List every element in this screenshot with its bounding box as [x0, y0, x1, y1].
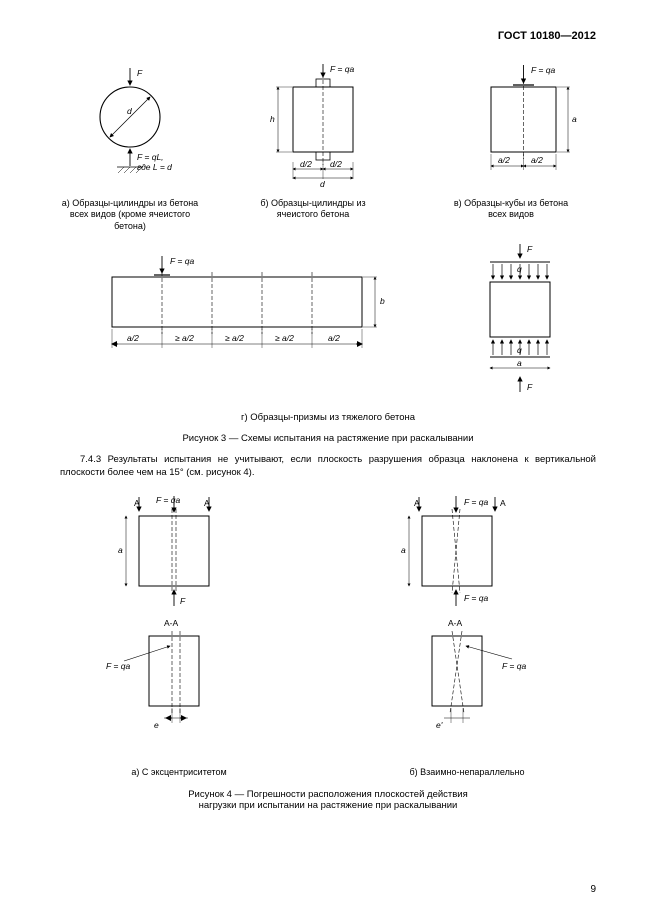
fig4-right: А А F = qa a F = qa А-А [372, 491, 562, 778]
svg-text:a: a [401, 545, 406, 555]
svg-text:F = qa: F = qa [502, 661, 526, 671]
svg-text:А-А: А-А [164, 618, 179, 628]
fig-b-d2a: d/2 [300, 159, 312, 169]
svg-text:a/2: a/2 [127, 333, 139, 343]
fig-a-svg: d F F = qL, где L = d [65, 62, 195, 192]
fig-c-svg: F = qa a a/2 a/2 [446, 62, 596, 192]
fig-a-d: d [127, 106, 132, 116]
svg-text:≥ a/2: ≥ a/2 [225, 333, 244, 343]
svg-text:F = qa: F = qa [156, 495, 180, 505]
row-2: F = qa b a/2 ≥ a/2 ≥ a/2 ≥ a/2 a/2 [60, 242, 596, 402]
fig-b-caption: б) Образцы-цилиндры из ячеистого бетона [248, 198, 378, 221]
fig-b-h: h [270, 114, 275, 124]
fig-d-b: b [380, 296, 385, 306]
svg-text:А: А [500, 498, 506, 508]
svg-text:a: a [118, 545, 123, 555]
svg-text:F: F [527, 244, 533, 254]
svg-text:F: F [180, 596, 186, 606]
row-1: d F F = qL, где L = d а) Образцы-цилиндр… [60, 62, 596, 232]
svg-text:F = qa: F = qa [464, 593, 488, 603]
svg-text:≥ a/2: ≥ a/2 [275, 333, 294, 343]
fig-b-svg: F = qa h d/2 d/2 d [248, 62, 398, 192]
fig4-left-caption: а) С эксцентриситетом [94, 767, 264, 778]
doc-header: ГОСТ 10180—2012 [60, 30, 596, 42]
fig-a: d F F = qL, где L = d а) Образцы-цилиндр… [60, 62, 200, 232]
fig-d-prism: F = qa b a/2 ≥ a/2 ≥ a/2 ≥ a/2 a/2 [82, 242, 402, 372]
fig-c-caption: в) Образцы-кубы из бетона всех видов [446, 198, 576, 221]
svg-text:F: F [527, 382, 533, 392]
svg-text:F = qa: F = qa [464, 497, 488, 507]
fig4-caption: Рисунок 4 — Погрешности расположения пло… [60, 789, 596, 811]
fig-b-ft: F = qa [330, 64, 354, 74]
svg-text:a/2: a/2 [328, 333, 340, 343]
fig4-left-svg: А А F = qa a F А-А [94, 491, 264, 761]
fig-d-caption: г) Образцы-призмы из тяжелого бетона [60, 412, 596, 423]
svg-text:e': e' [436, 720, 443, 730]
fig-a-fb1: F = qL, [137, 152, 164, 162]
fig-a-caption: а) Образцы-цилиндры из бетона всех видов… [60, 198, 200, 232]
fig-b-d: d [320, 179, 325, 189]
svg-text:А-А: А-А [448, 618, 463, 628]
svg-text:F = qa: F = qa [106, 661, 130, 671]
paragraph-743: 7.4.3 Результаты испытания не учитывают,… [60, 454, 596, 480]
svg-text:q: q [517, 264, 522, 274]
fig-c-a: a [572, 114, 577, 124]
svg-text:a: a [517, 358, 522, 368]
fig-c-ft: F = qa [531, 65, 555, 75]
fig4-right-svg: А А F = qa a F = qa А-А [372, 491, 562, 761]
fig-b: F = qa h d/2 d/2 d б) Образцы-цилиндры и… [248, 62, 398, 232]
fig-a-fb2: где L = d [137, 162, 172, 172]
fig-b-d2b: d/2 [330, 159, 342, 169]
fig-a-ft: F [137, 68, 143, 78]
fig-d-dist: F q [465, 242, 575, 402]
svg-text:e: e [154, 720, 159, 730]
svg-text:q: q [517, 345, 522, 355]
fig4-right-caption: б) Взаимно-непараллельно [372, 767, 562, 778]
fig-c: F = qa a a/2 a/2 в) Образцы-кубы из бето… [446, 62, 596, 232]
fig4-left: А А F = qa a F А-А [94, 491, 264, 778]
fig-d-ft: F = qa [170, 256, 194, 266]
fig-c-a2a: a/2 [498, 155, 510, 165]
row-3: А А F = qa a F А-А [60, 491, 596, 778]
fig3-caption: Рисунок 3 — Схемы испытания на растяжени… [60, 433, 596, 444]
fig-c-a2b: a/2 [531, 155, 543, 165]
page-container: ГОСТ 10180—2012 d [0, 0, 646, 913]
svg-text:≥ a/2: ≥ a/2 [175, 333, 194, 343]
page-number: 9 [590, 884, 596, 895]
